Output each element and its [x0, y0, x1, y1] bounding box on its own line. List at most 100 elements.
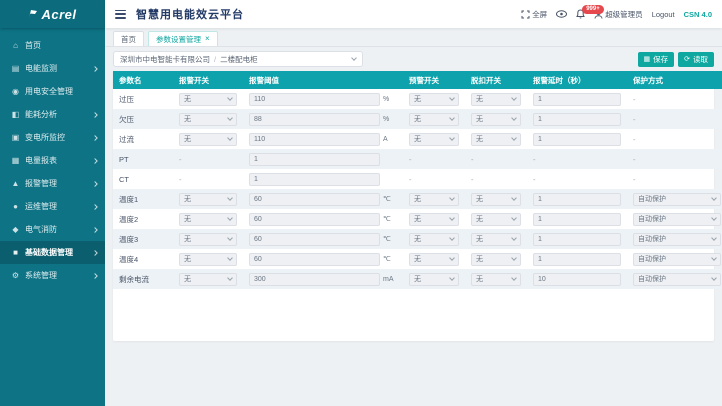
chevron-down-icon [227, 95, 233, 101]
fullscreen-button[interactable]: 全屏 [521, 9, 547, 20]
warn-switch-select[interactable]: 无 [409, 212, 459, 226]
sidebar-item-10[interactable]: ⚙ 系统管理 [0, 264, 105, 287]
chevron-down-icon [511, 275, 517, 281]
alarm-switch-cell: - [173, 149, 243, 169]
toolbar-button-1[interactable]: ⟳ 读取 [678, 51, 714, 67]
fullscreen-label: 全屏 [532, 9, 548, 19]
sidebar-item-label: 变电所监控 [25, 133, 65, 142]
sidebar-item-4[interactable]: ▣ 变电所监控 [0, 126, 105, 149]
logout-button[interactable]: Logout [652, 10, 675, 19]
alarm-switch-select[interactable]: 无 [179, 232, 237, 246]
sidebar-item-7[interactable]: ● 运维管理 [0, 195, 105, 218]
threshold-input[interactable]: 60 [249, 192, 380, 206]
warn-switch-select-value: 无 [414, 96, 421, 103]
threshold-input[interactable]: 110 [249, 132, 380, 146]
delay-input[interactable]: 1 [533, 212, 621, 226]
warn-switch-select[interactable]: 无 [409, 272, 459, 286]
alarm-switch-select[interactable]: 无 [179, 252, 237, 266]
delay-input[interactable]: 1 [533, 132, 621, 146]
toolbar-button-0[interactable]: ▦ 保存 [637, 51, 675, 67]
trip-switch-cell: 无 [465, 229, 527, 249]
warn-switch-select[interactable]: 无 [409, 112, 459, 126]
protect-mode-select[interactable]: 自动保护 [633, 272, 721, 286]
protect-mode-select[interactable]: 自动保护 [633, 212, 721, 226]
sidebar-item-6[interactable]: ▲ 报警管理 [0, 172, 105, 195]
trip-switch-select[interactable]: 无 [471, 272, 521, 286]
warn-switch-select-value: 无 [414, 136, 421, 143]
trip-switch-select[interactable]: 无 [471, 92, 521, 106]
trip-switch-select[interactable]: 无 [471, 252, 521, 266]
monitor-icon: ▤ [11, 64, 20, 73]
logo[interactable]: Acrel [0, 0, 105, 28]
trip-switch-select[interactable]: 无 [471, 212, 521, 226]
warn-switch-select[interactable]: 无 [409, 192, 459, 206]
threshold-input[interactable]: 60 [249, 232, 380, 246]
warn-switch-select-value: 无 [414, 216, 421, 223]
version-link[interactable]: CSN 4.0 [684, 10, 712, 19]
alarm-switch-select[interactable]: 无 [179, 92, 237, 106]
sidebar-item-1[interactable]: ▤ 电能监测 [0, 57, 105, 80]
chevron-down-icon [227, 135, 233, 141]
sidebar-item-2[interactable]: ◉ 用电安全管理 [0, 80, 105, 103]
protect-mode-cell: 自动保护 [627, 229, 722, 249]
delay-input[interactable]: 1 [533, 252, 621, 266]
threshold-input[interactable]: 60 [249, 212, 380, 226]
chevron-down-icon [351, 55, 357, 61]
delay-input[interactable]: 1 [533, 232, 621, 246]
chevron-down-icon [449, 275, 455, 281]
alarm-icon: ▲ [11, 179, 20, 188]
threshold-cell: 88% [243, 109, 403, 129]
trip-switch-select[interactable]: 无 [471, 232, 521, 246]
warn-switch-cell: 无 [403, 229, 465, 249]
trip-switch-select[interactable]: 无 [471, 192, 521, 206]
empty-value: - [533, 154, 536, 164]
protect-mode-select[interactable]: 自动保护 [633, 192, 721, 206]
delay-input[interactable]: 1 [533, 112, 621, 126]
sidebar-item-3[interactable]: ◧ 能耗分析 [0, 103, 105, 126]
sidebar-item-8[interactable]: ◆ 电气消防 [0, 218, 105, 241]
alarm-switch-select[interactable]: 无 [179, 132, 237, 146]
warn-switch-select[interactable]: 无 [409, 132, 459, 146]
tab-0[interactable]: 首页 [113, 31, 144, 46]
threshold-input[interactable]: 1 [249, 172, 380, 186]
trip-switch-select[interactable]: 无 [471, 132, 521, 146]
tab-1[interactable]: 参数设置管理 × [148, 31, 218, 46]
delay-input[interactable]: 10 [533, 272, 621, 286]
delay-input[interactable]: 1 [533, 92, 621, 106]
delay-input[interactable]: 1 [533, 192, 621, 206]
sidebar-item-0[interactable]: ⌂ 首页 [0, 34, 105, 57]
empty-value: - [633, 154, 636, 164]
warn-switch-select[interactable]: 无 [409, 232, 459, 246]
threshold-input[interactable]: 300 [249, 272, 380, 286]
trip-switch-cell: 无 [465, 249, 527, 269]
protect-mode-select-value: 自动保护 [638, 256, 666, 263]
threshold-input[interactable]: 110 [249, 92, 380, 106]
warn-switch-select[interactable]: 无 [409, 92, 459, 106]
empty-value: - [179, 174, 182, 184]
alarm-switch-select[interactable]: 无 [179, 192, 237, 206]
protect-mode-cell: - [627, 149, 722, 169]
param-name-cell: 温度4 [113, 249, 173, 269]
threshold-input[interactable]: 88 [249, 112, 380, 126]
database-icon: ■ [13, 248, 18, 257]
threshold-input[interactable]: 60 [249, 252, 380, 266]
alarm-switch-cell: 无 [173, 229, 243, 249]
param-name-cell: 欠压 [113, 109, 173, 129]
protect-mode-select[interactable]: 自动保护 [633, 232, 721, 246]
warn-switch-select[interactable]: 无 [409, 252, 459, 266]
collapse-menu-icon[interactable] [115, 9, 126, 19]
alarm-switch-select[interactable]: 无 [179, 112, 237, 126]
alarm-switch-select[interactable]: 无 [179, 272, 237, 286]
sidebar-item-9[interactable]: ■ 基础数据管理 [0, 241, 105, 264]
alarm-switch-select[interactable]: 无 [179, 212, 237, 226]
sidebar-item-5[interactable]: ▦ 电量报表 [0, 149, 105, 172]
station-cascader[interactable]: 深圳市中电智能卡有限公司 / 二楼配电柜 [113, 51, 363, 67]
threshold-cell: 60 ℃ [243, 229, 403, 249]
notifications-button[interactable]: 999+ [576, 5, 604, 19]
trip-switch-select[interactable]: 无 [471, 112, 521, 126]
protect-mode-select[interactable]: 自动保护 [633, 252, 721, 266]
threshold-input[interactable]: 1 [249, 152, 380, 166]
theme-toggle-button[interactable] [556, 10, 568, 18]
close-icon[interactable]: × [205, 34, 210, 43]
